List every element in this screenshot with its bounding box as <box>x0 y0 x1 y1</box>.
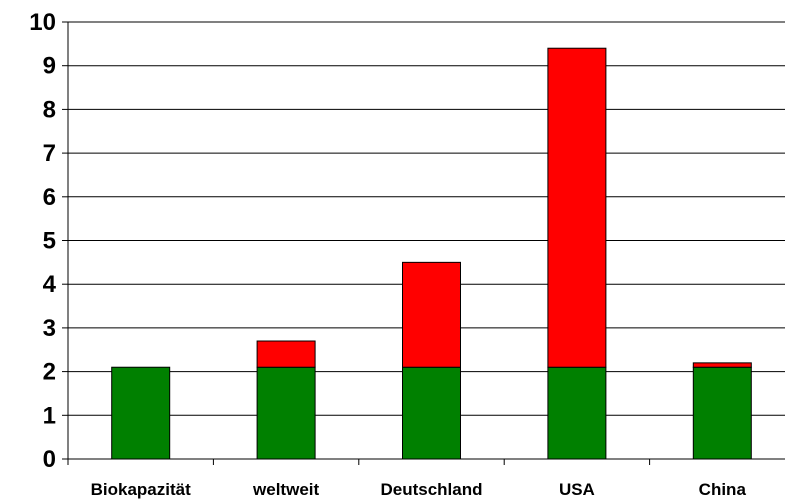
bar-segment <box>256 340 316 368</box>
y-tick-label: 1 <box>43 402 56 429</box>
bar-segment <box>111 366 171 460</box>
bar-segment <box>402 366 461 460</box>
y-tick-label: 9 <box>43 53 56 80</box>
y-tick-label: 4 <box>43 271 57 298</box>
bars <box>111 47 752 460</box>
y-tick-label: 7 <box>43 140 56 167</box>
bar-segment <box>547 366 607 460</box>
x-category-labels: Biokapazität weltweit Deutschland USA China <box>91 480 747 499</box>
x-category-label: Deutschland <box>380 480 482 499</box>
y-tick-label: 0 <box>43 446 56 473</box>
bar-segment <box>256 366 316 460</box>
bar-segment <box>402 261 461 368</box>
y-tick-label: 3 <box>43 315 56 342</box>
bar-segment <box>547 47 607 368</box>
x-category-label: USA <box>559 480 595 499</box>
y-tick-label: 2 <box>43 359 56 386</box>
y-tick-labels: 0 1 2 3 4 5 6 7 8 9 10 <box>29 9 56 473</box>
y-tick-label: 10 <box>29 9 56 36</box>
bar-segment <box>692 362 752 368</box>
bar-segment <box>692 366 752 460</box>
x-category-label: Biokapazität <box>91 480 191 499</box>
x-category-label: weltweit <box>252 480 319 499</box>
gridlines <box>68 21 785 416</box>
y-tick-label: 8 <box>43 96 56 123</box>
y-tick-label: 6 <box>43 184 56 211</box>
axes <box>62 21 785 465</box>
x-category-label: China <box>699 480 747 499</box>
y-tick-label: 5 <box>43 228 56 255</box>
